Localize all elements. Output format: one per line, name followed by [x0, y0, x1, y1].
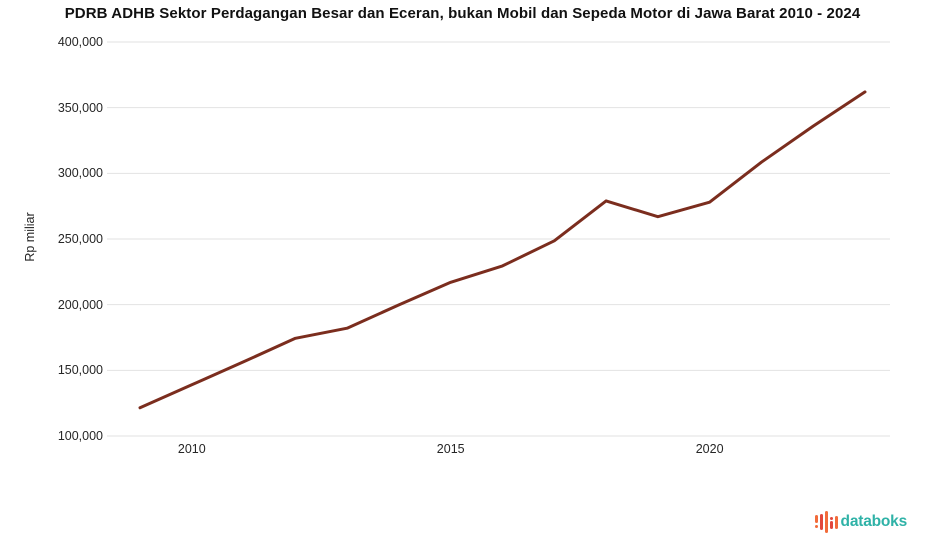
y-tick-label: 250,000	[57, 232, 103, 246]
logo-bar-column	[829, 510, 833, 534]
y-tick-label: 150,000	[57, 363, 103, 378]
logo-bar-column	[824, 510, 828, 534]
logo-bar-column	[819, 510, 823, 534]
logo-bar-column	[814, 510, 818, 534]
databoks-logo-text: databoks	[840, 513, 908, 530]
x-tick-label: 2020	[695, 442, 724, 456]
y-tick-label: 100,000	[57, 429, 103, 443]
y-tick-label: 300,000	[57, 166, 103, 181]
y-tick-label: 400,000	[57, 35, 103, 49]
equalizer-bars-icon	[814, 510, 838, 534]
x-tick-label: 2015	[436, 442, 465, 456]
x-tick-label: 2010	[177, 442, 206, 456]
databoks-logo: databoks	[814, 510, 908, 534]
data-line-series	[138, 90, 867, 410]
chart-title: PDRB ADHB Sektor Perdagangan Besar dan E…	[64, 5, 861, 22]
y-tick-label: 350,000	[57, 100, 103, 115]
logo-bar-column	[834, 510, 838, 534]
y-tick-label: 200,000	[57, 297, 103, 312]
